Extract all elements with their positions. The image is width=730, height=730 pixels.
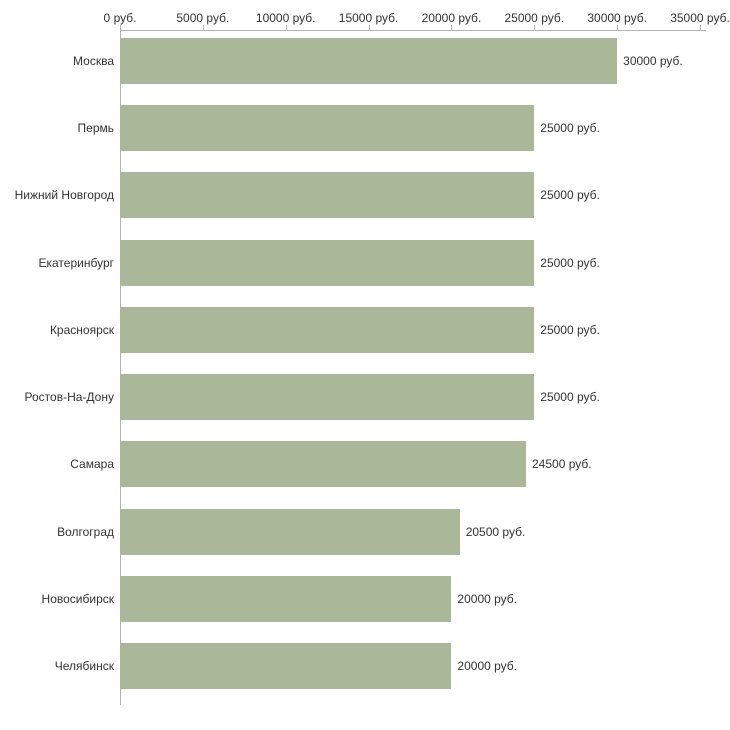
bar — [120, 37, 618, 84]
category-label: Новосибирск — [41, 592, 114, 607]
bar — [120, 239, 535, 286]
x-tick-label: 10000 руб. — [255, 11, 316, 25]
bar — [120, 576, 452, 623]
category-label: Нижний Новгород — [14, 188, 114, 203]
bar-row: Красноярск 25000 руб. — [0, 296, 730, 363]
category-label: Пермь — [77, 120, 114, 135]
x-tick-mark — [120, 25, 121, 31]
x-tick-mark — [617, 25, 619, 31]
x-tick-label: 20000 руб. — [421, 11, 482, 25]
category-label: Москва — [73, 53, 114, 68]
bar-row: Челябинск 20000 руб. — [0, 633, 730, 700]
value-label: 25000 руб. — [540, 255, 600, 270]
x-tick-label: 15000 руб. — [338, 11, 399, 25]
value-label: 20500 руб. — [465, 524, 526, 539]
y-axis-line — [120, 30, 121, 705]
value-label: 25000 руб. — [540, 322, 600, 337]
x-tick-label: 0 руб. — [103, 11, 137, 25]
x-tick-mark — [700, 25, 701, 31]
value-label: 30000 руб. — [623, 53, 683, 68]
value-label: 20000 руб. — [457, 659, 518, 674]
x-tick-label: 25000 руб. — [504, 11, 565, 25]
category-label: Ростов-На-Дону — [24, 390, 114, 405]
bar-row: Самара 24500 руб. — [0, 431, 730, 498]
bar — [120, 508, 460, 555]
category-label: Самара — [70, 457, 114, 472]
x-tick-mark — [451, 25, 453, 31]
x-tick-label: 5000 руб. — [176, 11, 230, 25]
x-tick-label: 30000 руб. — [587, 11, 647, 25]
x-tick-mark — [285, 25, 287, 31]
bar-row: Москва 30000 руб. — [0, 27, 730, 94]
bar-row: Нижний Новгород 25000 руб. — [0, 162, 730, 229]
bar-row: Ростов-На-Дону 25000 руб. — [0, 364, 730, 431]
bar-row: Пермь 25000 руб. — [0, 94, 730, 161]
bar — [120, 306, 535, 353]
bar — [120, 643, 452, 690]
category-label: Красноярск — [49, 322, 114, 337]
bar-row: Волгоград 20500 руб. — [0, 498, 730, 565]
bar-row: Новосибирск 20000 руб. — [0, 565, 730, 632]
bar — [120, 104, 535, 151]
value-label: 25000 руб. — [540, 120, 600, 135]
category-label: Челябинск — [54, 659, 114, 674]
bar — [120, 441, 526, 488]
value-label: 25000 руб. — [540, 390, 600, 405]
bar — [120, 172, 535, 219]
bar-row: Екатеринбург 25000 руб. — [0, 229, 730, 296]
value-label: 25000 руб. — [540, 188, 600, 203]
x-tick-mark — [534, 25, 536, 31]
x-tick-mark — [368, 25, 370, 31]
value-label: 20000 руб. — [457, 592, 518, 607]
x-tick-mark — [202, 25, 204, 31]
x-axis-line — [120, 30, 706, 31]
category-label: Волгоград — [57, 524, 114, 539]
category-label: Екатеринбург — [38, 255, 115, 270]
x-tick-label: 35000 руб. — [670, 11, 730, 25]
bar — [120, 374, 535, 421]
value-label: 24500 руб. — [532, 457, 592, 472]
